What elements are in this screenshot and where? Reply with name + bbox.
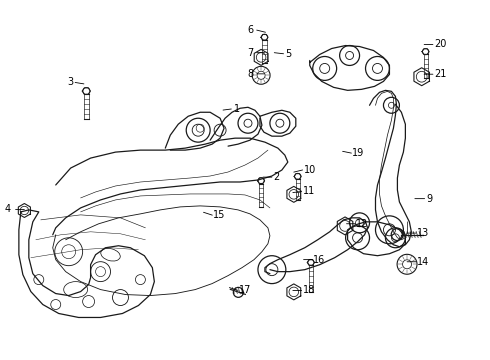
Text: 12: 12 bbox=[356, 219, 368, 229]
Text: 13: 13 bbox=[417, 228, 429, 238]
Text: 11: 11 bbox=[303, 186, 315, 197]
Text: 5: 5 bbox=[285, 49, 291, 59]
Text: 16: 16 bbox=[313, 255, 325, 265]
Text: 1: 1 bbox=[234, 104, 241, 114]
Text: 14: 14 bbox=[417, 257, 429, 267]
Text: 10: 10 bbox=[304, 165, 316, 175]
Text: 17: 17 bbox=[239, 285, 251, 296]
Text: 21: 21 bbox=[435, 69, 447, 79]
Text: 9: 9 bbox=[427, 194, 433, 204]
Text: 4: 4 bbox=[4, 204, 11, 215]
Text: 6: 6 bbox=[247, 25, 254, 35]
Text: 15: 15 bbox=[213, 210, 226, 220]
Text: 20: 20 bbox=[435, 40, 447, 49]
Text: 7: 7 bbox=[247, 48, 254, 58]
Text: 18: 18 bbox=[303, 285, 315, 296]
Text: 2: 2 bbox=[273, 172, 280, 182]
Text: 19: 19 bbox=[352, 148, 365, 158]
Text: 8: 8 bbox=[247, 69, 254, 79]
Text: 3: 3 bbox=[67, 77, 73, 87]
